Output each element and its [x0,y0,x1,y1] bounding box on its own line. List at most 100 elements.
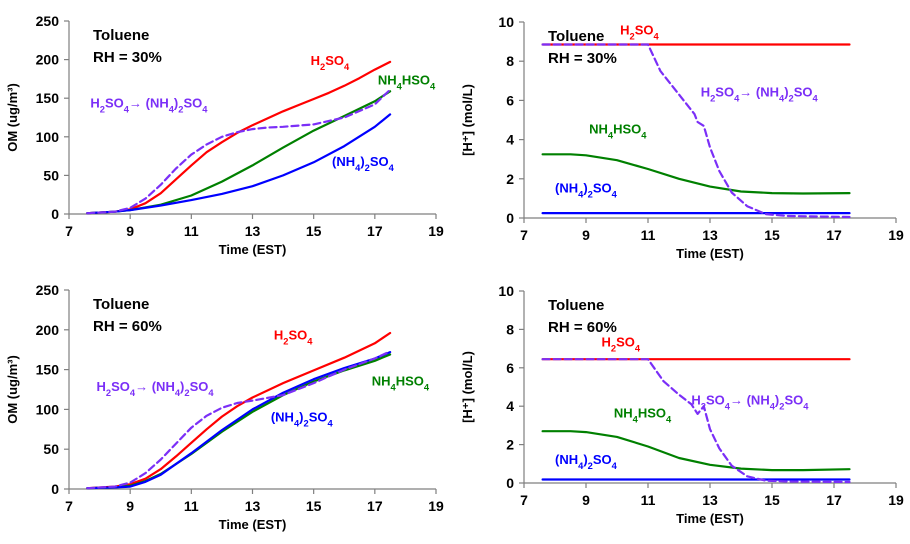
y-tick-label: 0 [506,210,514,226]
y-tick-label: 200 [36,322,60,338]
y-tick-label: 2 [506,171,514,187]
y-tick-label: 100 [36,129,60,145]
x-tick-label: 19 [888,227,904,243]
x-tick-label: 9 [582,227,590,243]
series-line [86,60,392,215]
x-axis-label: Time (EST) [676,246,744,261]
series-label: H2SO4 [620,23,659,42]
x-axis-label: Time (EST) [219,517,287,532]
series-line [541,358,851,484]
x-tick-label: 13 [702,492,718,508]
panel-title-line: RH = 30% [548,50,617,67]
chart-panel-bottom-left: 0 50 100 150 200 250 7 9 11 13 15 17 19 Time (EST) OM … [5,282,444,532]
x-tick-label: 11 [184,498,199,514]
series-label: (NH4)2SO4 [271,409,334,428]
y-tick-label: 100 [36,401,60,417]
panel-title-line: Toluene [548,297,604,314]
series-line [86,88,392,215]
series-label: NH4HSO4 [614,406,672,425]
y-tick-label: 250 [36,13,60,29]
x-tick-label: 19 [888,492,904,508]
x-tick-label: 13 [702,227,718,243]
x-tick-label: 17 [826,492,842,508]
y-tick-label: 4 [506,132,514,148]
x-tick-label: 17 [826,227,842,243]
x-tick-label: 9 [126,498,134,514]
series-label: (NH4)2SO4 [332,154,395,173]
series-label: H2SO4 [602,335,641,354]
y-tick-label: 4 [506,398,514,414]
series-label: (NH4)2SO4 [555,452,618,471]
y-tick-label: 150 [36,362,60,378]
x-tick-label: 13 [245,498,261,514]
x-tick-label: 19 [428,498,444,514]
x-tick-label: 15 [764,227,780,243]
panel-title-line: RH = 30% [93,49,162,66]
series-line [541,430,851,472]
y-tick-label: 0 [51,481,59,497]
y-tick-label: 10 [498,283,514,299]
series-label: H2SO4→ (NH4)2SO4 [97,379,215,398]
panel-title-line: RH = 60% [93,318,162,335]
chart-panel-top-left: 0 50 100 150 200 250 7 9 11 13 15 17 19 Time (EST) OM … [5,13,444,257]
x-tick-label: 9 [582,492,590,508]
y-tick-label: 10 [498,14,514,30]
x-tick-label: 7 [520,227,528,243]
series-line [541,153,851,195]
y-tick-label: 0 [51,206,59,222]
x-tick-label: 7 [65,223,73,239]
series-label: NH4HSO4 [372,374,430,393]
x-tick-label: 13 [245,223,261,239]
series-label: H2SO4→ (NH4)2SO4 [701,84,819,103]
y-tick-label: 6 [506,360,514,376]
series-line [86,113,392,215]
x-axis-label: Time (EST) [676,511,744,526]
y-tick-label: 6 [506,92,514,108]
y-tick-label: 250 [36,282,60,298]
y-tick-label: 200 [36,52,60,68]
panel-title-line: Toluene [93,296,149,313]
x-tick-label: 11 [184,223,199,239]
x-axis-label: Time (EST) [219,242,287,257]
series-label: (NH4)2SO4 [555,181,618,200]
x-tick-label: 15 [764,492,780,508]
series-line [86,353,392,490]
x-tick-label: 19 [428,223,444,239]
series-label: H2SO4→ (NH4)2SO4 [691,392,809,411]
y-tick-label: 50 [43,441,59,457]
y-tick-label: 8 [506,321,514,337]
panel-title-line: RH = 60% [548,319,617,336]
panel-title-line: Toluene [548,28,604,45]
x-tick-label: 17 [367,498,383,514]
y-tick-label: 2 [506,437,514,453]
x-tick-label: 11 [641,227,656,243]
series-label: H2SO4 [311,53,350,72]
y-axis-label: [H⁺] (mol/L) [460,351,475,423]
x-tick-label: 11 [641,492,656,508]
series-line [541,43,851,219]
x-tick-label: 7 [65,498,73,514]
series-label: H2SO4→ (NH4)2SO4 [90,95,208,114]
x-tick-label: 15 [306,223,322,239]
y-axis-label: [H⁺] (mol/L) [460,84,475,156]
y-tick-label: 50 [43,167,59,183]
x-tick-label: 7 [520,492,528,508]
x-tick-label: 15 [306,498,322,514]
series-label: NH4HSO4 [589,122,647,141]
series-label: H2SO4 [274,327,313,346]
y-tick-label: 8 [506,53,514,69]
y-tick-label: 150 [36,90,60,106]
y-axis-label: OM (ug/m³) [5,355,20,424]
series-label: NH4HSO4 [378,72,436,91]
x-tick-label: 17 [367,223,383,239]
chart-panel-top-right: 0 2 4 6 8 10 7 9 11 13 15 17 19 Time (EST) [H⁺] (mol/L… [460,14,904,261]
series-line [86,350,392,490]
panel-title-line: Toluene [93,27,149,44]
series-line [86,331,392,490]
series-line [86,351,392,490]
y-tick-label: 0 [506,475,514,491]
x-tick-label: 9 [126,223,134,239]
y-axis-label: OM (ug/m³) [5,83,20,152]
